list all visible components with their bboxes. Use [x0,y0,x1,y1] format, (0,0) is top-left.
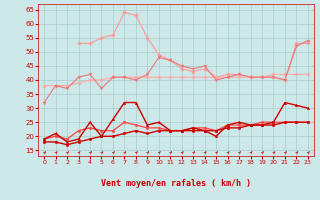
X-axis label: Vent moyen/en rafales ( km/h ): Vent moyen/en rafales ( km/h ) [101,179,251,188]
